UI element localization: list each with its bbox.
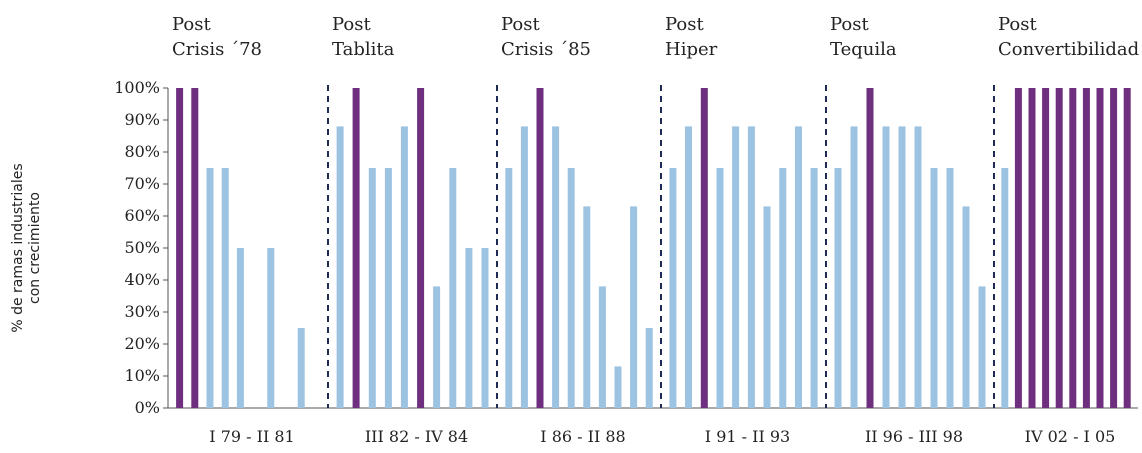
period-title-line: Tequila bbox=[830, 39, 897, 60]
y-tick-label: 100% bbox=[114, 78, 160, 97]
bar bbox=[779, 168, 787, 408]
bar bbox=[669, 168, 677, 408]
bar bbox=[536, 88, 544, 408]
bar bbox=[1042, 88, 1050, 408]
bar bbox=[481, 248, 489, 408]
bar bbox=[417, 88, 425, 408]
bar bbox=[700, 88, 708, 408]
bar bbox=[914, 126, 922, 409]
bar bbox=[368, 168, 376, 408]
bar bbox=[465, 248, 473, 408]
period-title-line: Crisis ´78 bbox=[172, 39, 262, 60]
bar bbox=[552, 126, 560, 409]
bar bbox=[449, 168, 457, 408]
period-range-label: II 96 - III 98 bbox=[865, 427, 963, 446]
bar bbox=[645, 328, 653, 408]
bar bbox=[352, 88, 360, 408]
bar bbox=[795, 126, 802, 409]
bar bbox=[882, 126, 890, 409]
bar bbox=[267, 248, 275, 408]
bar bbox=[598, 286, 606, 408]
period-title-line: Post bbox=[830, 14, 869, 35]
period-title-line: Post bbox=[332, 14, 371, 35]
bar bbox=[433, 286, 441, 408]
bar bbox=[583, 206, 591, 408]
bar bbox=[1055, 88, 1063, 408]
period-range-label: I 86 - II 88 bbox=[540, 427, 625, 446]
y-tick-label: 80% bbox=[124, 142, 160, 161]
bar bbox=[763, 206, 771, 408]
bar bbox=[1096, 88, 1104, 408]
y-tick-label: 20% bbox=[124, 334, 160, 353]
period-range-label: III 82 - IV 84 bbox=[365, 427, 468, 446]
bar bbox=[1123, 88, 1131, 408]
y-tick-label: 40% bbox=[124, 270, 160, 289]
bar bbox=[567, 168, 575, 408]
bar bbox=[810, 168, 818, 408]
period-range-label: IV 02 - I 05 bbox=[1025, 427, 1116, 446]
period-title-line: Crisis ´85 bbox=[501, 39, 591, 60]
y-tick-label: 90% bbox=[124, 110, 160, 129]
bar bbox=[1028, 88, 1036, 408]
bar bbox=[962, 206, 970, 408]
period-title-line: Post bbox=[998, 14, 1037, 35]
bar bbox=[866, 88, 874, 408]
period-title-line: Post bbox=[665, 14, 704, 35]
bar bbox=[946, 168, 954, 408]
bar bbox=[236, 248, 244, 408]
period-title-line: Post bbox=[501, 14, 540, 35]
y-tick-label: 60% bbox=[124, 206, 160, 225]
bar bbox=[1001, 168, 1009, 408]
bar bbox=[221, 168, 229, 408]
period-title-line: Convertibilidad bbox=[998, 39, 1139, 60]
bar bbox=[614, 366, 622, 408]
period-title-line: Tablita bbox=[332, 39, 395, 60]
y-tick-label: 0% bbox=[135, 398, 160, 417]
bar bbox=[336, 126, 344, 409]
bar bbox=[191, 88, 199, 408]
bar bbox=[630, 206, 638, 408]
y-tick-label: 30% bbox=[124, 302, 160, 321]
bar bbox=[520, 126, 528, 409]
bar bbox=[206, 168, 214, 408]
bar bbox=[834, 168, 842, 408]
bar bbox=[732, 126, 740, 409]
y-axis-label-line: con crecimiento bbox=[27, 192, 43, 304]
bar bbox=[747, 126, 755, 409]
y-tick-label: 50% bbox=[124, 238, 160, 257]
bar bbox=[898, 126, 906, 409]
period-title-line: Post bbox=[172, 14, 211, 35]
y-tick-label: 70% bbox=[124, 174, 160, 193]
bar bbox=[176, 88, 184, 408]
y-axis-label-line: % de ramas industriales bbox=[10, 163, 26, 332]
bar bbox=[685, 126, 692, 409]
bar bbox=[1082, 88, 1090, 408]
bar bbox=[930, 168, 938, 408]
y-tick-label: 10% bbox=[124, 366, 160, 385]
period-range-label: I 79 - II 81 bbox=[209, 427, 294, 446]
bar bbox=[1069, 88, 1077, 408]
bar bbox=[1110, 88, 1118, 408]
bar bbox=[297, 328, 305, 408]
period-range-label: I 91 - II 93 bbox=[705, 427, 790, 446]
bar bbox=[850, 126, 858, 409]
bar bbox=[505, 168, 513, 408]
bar bbox=[384, 168, 392, 408]
bar bbox=[978, 286, 986, 408]
bar bbox=[716, 168, 724, 408]
bar bbox=[1014, 88, 1022, 408]
bar bbox=[400, 126, 408, 409]
period-title-line: Hiper bbox=[665, 39, 718, 60]
